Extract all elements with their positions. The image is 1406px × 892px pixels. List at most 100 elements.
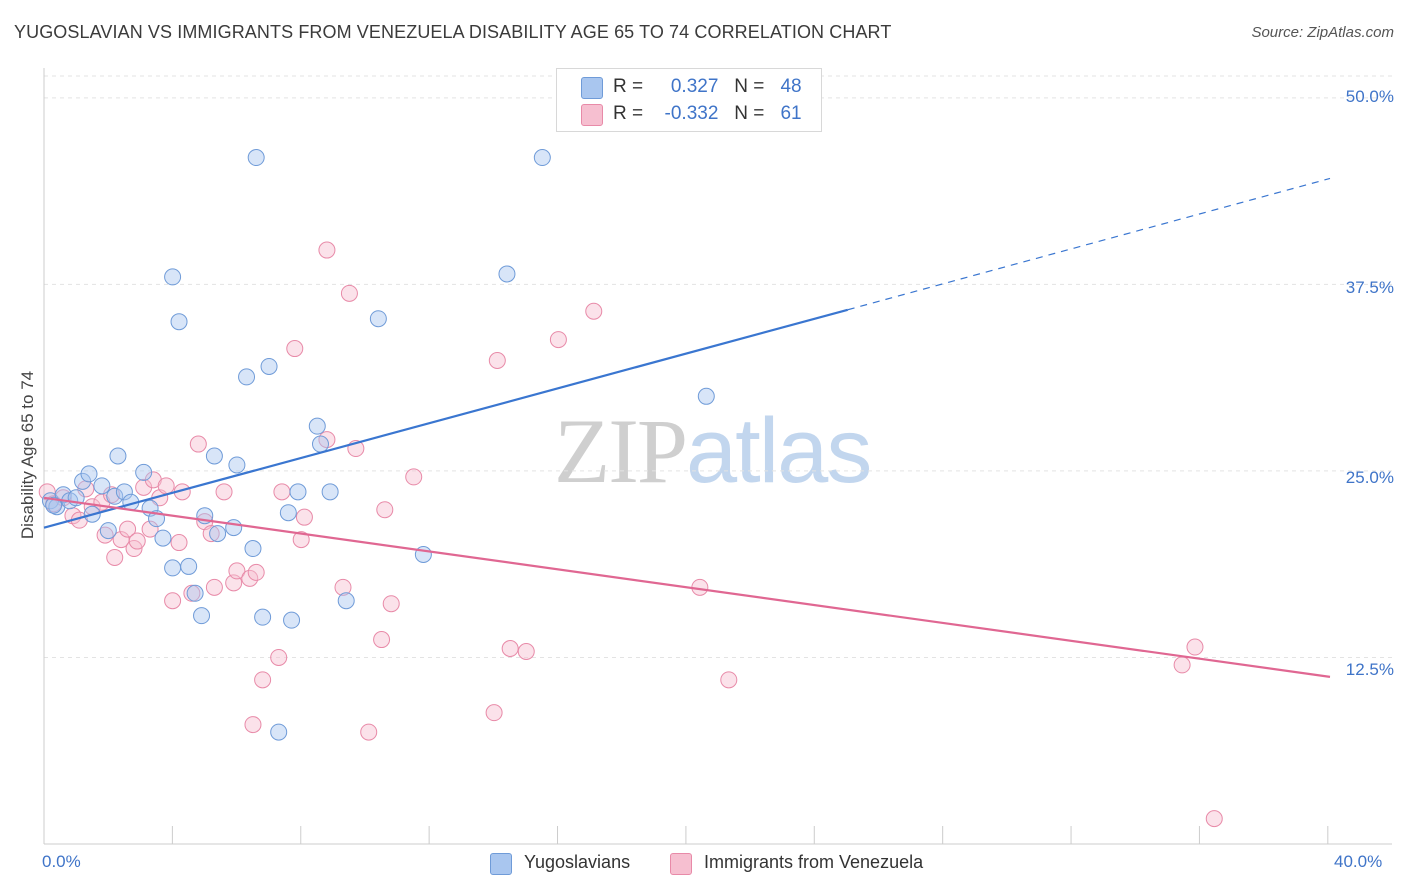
venezuela-point xyxy=(273,483,291,501)
watermark-atlas: atlas xyxy=(686,400,872,502)
yugoslavian-point xyxy=(279,504,297,522)
yugoslavian-point xyxy=(533,149,551,167)
venezuela-point xyxy=(360,723,378,741)
yugoslavian-point xyxy=(109,447,127,465)
yugoslavian-point xyxy=(244,540,262,558)
legend-swatch-blue xyxy=(581,77,603,99)
y-tick-label-50: 50.0% xyxy=(1345,87,1394,106)
venezuela-point xyxy=(205,578,223,596)
venezuela-trend-line xyxy=(43,496,1331,678)
y-tick-label-12-5: 12.5% xyxy=(1345,660,1394,679)
yugoslavian-point xyxy=(697,387,715,405)
legend-text-venezuela: R = -0.332 N = 61 xyxy=(613,103,802,125)
legend-r-label: R = xyxy=(613,76,644,97)
yugoslavian-point xyxy=(209,525,227,543)
legend-swatch-pink xyxy=(581,104,603,126)
yugoslavian-point xyxy=(54,486,72,504)
bottom-legend-label: Yugoslavians xyxy=(524,852,631,872)
bottom-legend-label: Immigrants from Venezuela xyxy=(704,852,924,872)
venezuela-point xyxy=(228,562,246,580)
x-tick-label-max: 40.0% xyxy=(1334,852,1383,871)
venezuela-point xyxy=(141,520,159,538)
venezuela-point xyxy=(215,483,233,501)
legend-text-yugoslavians: R = 0.327 N = 48 xyxy=(613,76,802,98)
yugoslavian-point xyxy=(238,368,256,386)
yugoslavian-point xyxy=(247,149,265,167)
venezuela-point xyxy=(720,671,738,689)
venezuela-point xyxy=(241,569,259,587)
venezuela-point xyxy=(488,351,506,369)
bottom-legend-swatch-pink xyxy=(670,853,692,875)
yugoslavian-point xyxy=(135,463,153,481)
source-label: Source: ZipAtlas.com xyxy=(1251,24,1394,41)
legend-r-value: 0.327 xyxy=(670,76,719,97)
venezuela-point xyxy=(382,595,400,613)
venezuela-point xyxy=(1173,656,1191,674)
yugoslavian-point xyxy=(498,265,516,283)
yugoslavian-point xyxy=(283,611,301,629)
yugoslavian-trend-line xyxy=(43,308,849,529)
yugoslavian-point xyxy=(311,435,329,453)
yugoslavian-point xyxy=(289,483,307,501)
y-tick-label-37-5: 37.5% xyxy=(1345,278,1394,297)
yugoslavian-point xyxy=(369,310,387,328)
venezuela-point xyxy=(157,477,175,495)
venezuela-point xyxy=(270,648,288,666)
venezuela-point xyxy=(106,548,124,566)
y-axis-label: Disability Age 65 to 74 xyxy=(18,370,37,540)
venezuela-point xyxy=(164,592,182,610)
yugoslavian-point xyxy=(225,519,243,537)
yugoslavian-point xyxy=(164,268,182,286)
venezuela-point xyxy=(501,640,519,658)
yugoslavian-point xyxy=(45,496,63,514)
venezuela-point xyxy=(244,716,262,734)
yugoslavian-point xyxy=(337,592,355,610)
legend-n-value: 61 xyxy=(780,103,802,124)
legend-n-value: 48 xyxy=(780,76,802,97)
yugoslavian-point xyxy=(270,723,288,741)
yugoslavian-trend-extension xyxy=(847,177,1331,311)
venezuela-point xyxy=(96,526,114,544)
yugoslavian-point xyxy=(180,557,198,575)
venezuela-point xyxy=(254,671,272,689)
venezuela-point xyxy=(128,532,146,550)
venezuela-point xyxy=(340,284,358,302)
venezuela-point xyxy=(247,563,265,581)
venezuela-point xyxy=(485,704,503,722)
venezuela-point xyxy=(334,578,352,596)
yugoslavian-point xyxy=(170,313,188,331)
yugoslavian-point xyxy=(80,465,98,483)
venezuela-point xyxy=(585,302,603,320)
venezuela-point xyxy=(1205,810,1223,828)
correlation-legend: R = 0.327 N = 48 R = -0.332 N = 61 xyxy=(556,68,822,132)
yugoslavian-point xyxy=(193,607,211,625)
venezuela-point xyxy=(119,520,137,538)
x-tick-label-min: 0.0% xyxy=(42,852,81,871)
yugoslavian-point xyxy=(99,522,117,540)
y-tick-label-25: 25.0% xyxy=(1345,468,1394,487)
venezuela-point xyxy=(405,468,423,486)
watermark-zip: ZIP xyxy=(554,400,688,502)
yugoslavian-point xyxy=(115,483,133,501)
yugoslavian-point xyxy=(308,417,326,435)
venezuela-point xyxy=(286,340,304,358)
legend-r-label: R = xyxy=(613,103,644,124)
yugoslavian-point xyxy=(186,584,204,602)
yugoslavian-point xyxy=(205,447,223,465)
yugoslavian-point xyxy=(106,487,124,505)
yugoslavian-point xyxy=(321,483,339,501)
legend-r-value: -0.332 xyxy=(664,103,719,124)
bottom-legend-swatch-blue xyxy=(490,853,512,875)
yugoslavian-point xyxy=(93,477,111,495)
yugoslavian-point xyxy=(164,559,182,577)
watermark: ZIPatlas xyxy=(554,398,872,504)
legend-n-label: N = xyxy=(734,76,765,97)
venezuela-point xyxy=(376,501,394,519)
yugoslavian-point xyxy=(260,357,278,375)
venezuela-point xyxy=(292,531,310,549)
venezuela-point xyxy=(295,508,313,526)
yugoslavian-point xyxy=(228,456,246,474)
venezuela-point xyxy=(202,525,220,543)
venezuela-point xyxy=(1186,638,1204,656)
